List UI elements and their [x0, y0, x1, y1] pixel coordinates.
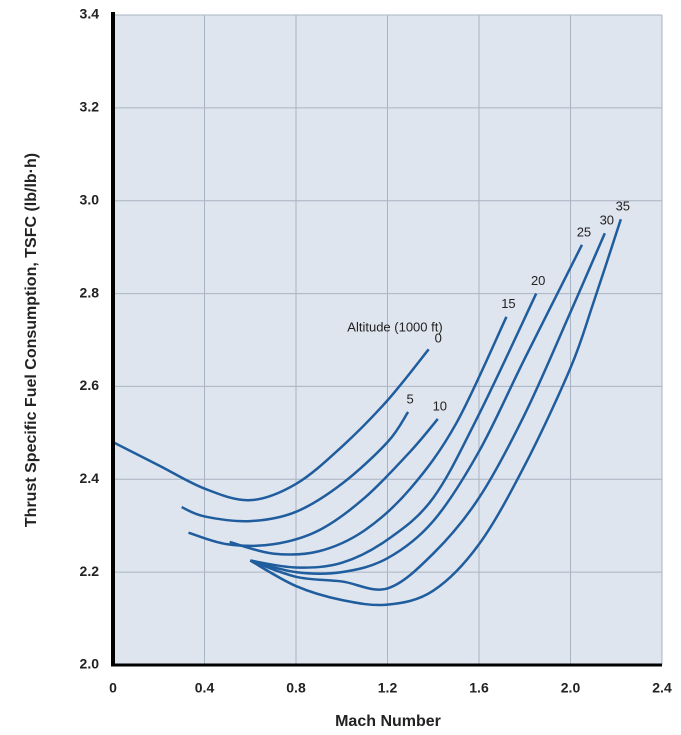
y-tick-label: 2.8 [80, 284, 100, 300]
series-label: 30 [600, 213, 614, 228]
annotation: Altitude (1000 ft) [347, 319, 442, 334]
y-tick-label: 2.6 [80, 377, 100, 393]
x-tick-label: 2.0 [561, 680, 581, 696]
x-tick-label: 2.4 [652, 680, 672, 696]
series-label: 20 [531, 273, 545, 288]
page: {"chart_data": {"type": "line", "xlabel"… [0, 0, 681, 735]
y-axis-title: Thrust Specific Fuel Consumption, TSFC (… [23, 153, 40, 527]
x-tick-label: 0.4 [195, 680, 215, 696]
series-label: 25 [577, 224, 591, 239]
y-tick-label: 2.4 [80, 470, 100, 486]
series-label: 0 [435, 331, 442, 346]
x-tick-label: 1.2 [378, 680, 398, 696]
series-label: 35 [616, 199, 630, 214]
y-tick-label: 3.4 [80, 6, 100, 22]
series-label: 5 [406, 391, 413, 406]
x-tick-label: 0 [109, 680, 117, 696]
y-tick-label: 3.0 [80, 191, 100, 207]
chart: Mach Number Thrust Specific Fuel Consump… [0, 0, 681, 735]
x-axis-title: Mach Number [335, 713, 441, 730]
y-tick-label: 2.2 [80, 563, 100, 579]
series-label: 10 [433, 398, 447, 413]
x-tick-label: 0.8 [286, 680, 306, 696]
y-tick-label: 2.0 [80, 656, 100, 672]
x-tick-label: 1.6 [469, 680, 489, 696]
y-tick-label: 3.2 [80, 99, 100, 115]
series-label: 15 [501, 296, 515, 311]
